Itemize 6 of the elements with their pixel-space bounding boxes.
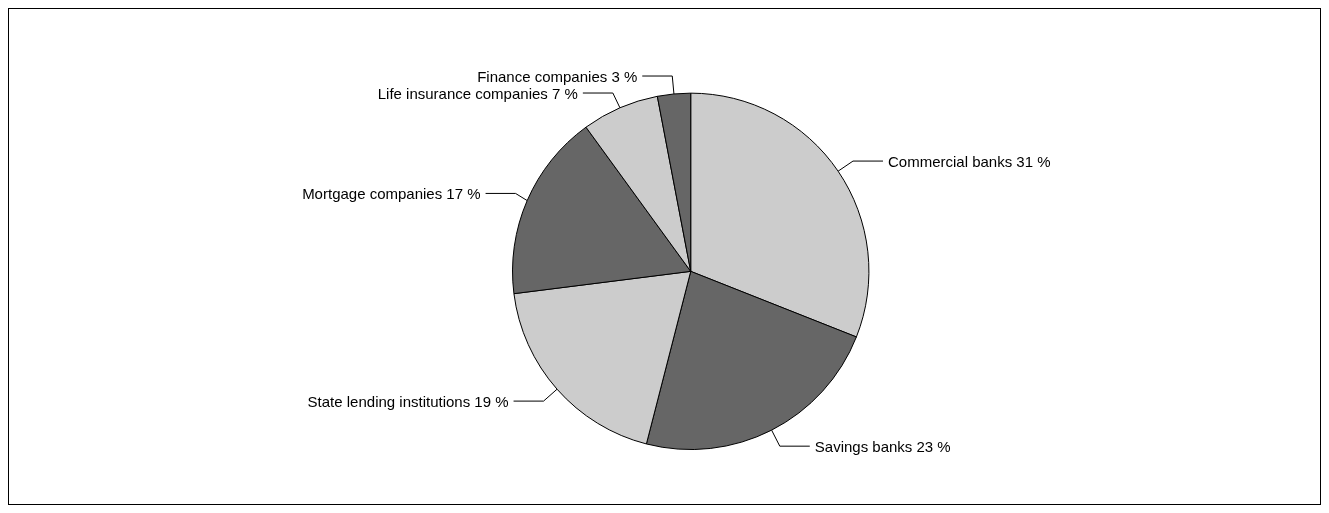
slice-label: State lending institutions 19 %	[307, 392, 509, 410]
slice-label: Mortgage companies 17 %	[302, 184, 481, 202]
slice-label: Savings banks 23 %	[814, 437, 951, 455]
slice-label: Commercial banks 31 %	[887, 152, 1051, 170]
slice-label: Life insurance companies 7 %	[377, 84, 578, 102]
slice-label: Finance companies 3 %	[477, 67, 638, 85]
